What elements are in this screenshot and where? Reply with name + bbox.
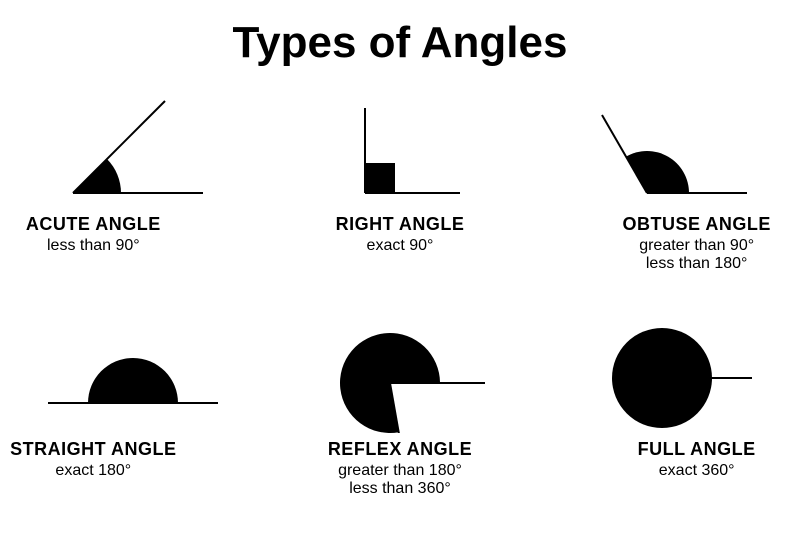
right-desc: exact 90° (336, 237, 465, 255)
full-desc: exact 360° (638, 462, 756, 480)
page-title: Types of Angles (0, 18, 800, 68)
cell-reflex: REFLEX ANGLE greater than 180° less than… (267, 303, 534, 498)
obtuse-icon (577, 78, 757, 208)
right-diagram (310, 78, 490, 208)
obtuse-diagram (577, 78, 757, 208)
reflex-diagram (310, 303, 490, 433)
reflex-icon (310, 303, 490, 433)
acute-icon (43, 78, 223, 208)
reflex-desc2: less than 360° (328, 480, 472, 498)
cell-obtuse: OBTUSE ANGLE greater than 90° less than … (533, 78, 800, 273)
cell-full: FULL ANGLE exact 360° (533, 303, 800, 498)
full-name: FULL ANGLE (638, 439, 756, 460)
straight-name: STRAIGHT ANGLE (10, 439, 176, 460)
reflex-name: REFLEX ANGLE (328, 439, 472, 460)
acute-desc: less than 90° (26, 237, 161, 255)
obtuse-desc1: greater than 90° (622, 237, 770, 255)
cell-right: RIGHT ANGLE exact 90° (267, 78, 534, 273)
right-icon (310, 78, 490, 208)
straight-icon (43, 303, 223, 433)
right-name: RIGHT ANGLE (336, 214, 465, 235)
full-diagram (577, 303, 757, 433)
cell-straight: STRAIGHT ANGLE exact 180° (0, 303, 267, 498)
straight-desc: exact 180° (10, 462, 176, 480)
full-icon (577, 303, 757, 433)
angles-grid: ACUTE ANGLE less than 90° RIGHT ANGLE ex… (0, 78, 800, 508)
obtuse-name: OBTUSE ANGLE (622, 214, 770, 235)
acute-diagram (43, 78, 223, 208)
reflex-desc1: greater than 180° (328, 462, 472, 480)
cell-acute: ACUTE ANGLE less than 90° (0, 78, 267, 273)
straight-diagram (43, 303, 223, 433)
acute-name: ACUTE ANGLE (26, 214, 161, 235)
obtuse-desc2: less than 180° (622, 255, 770, 273)
